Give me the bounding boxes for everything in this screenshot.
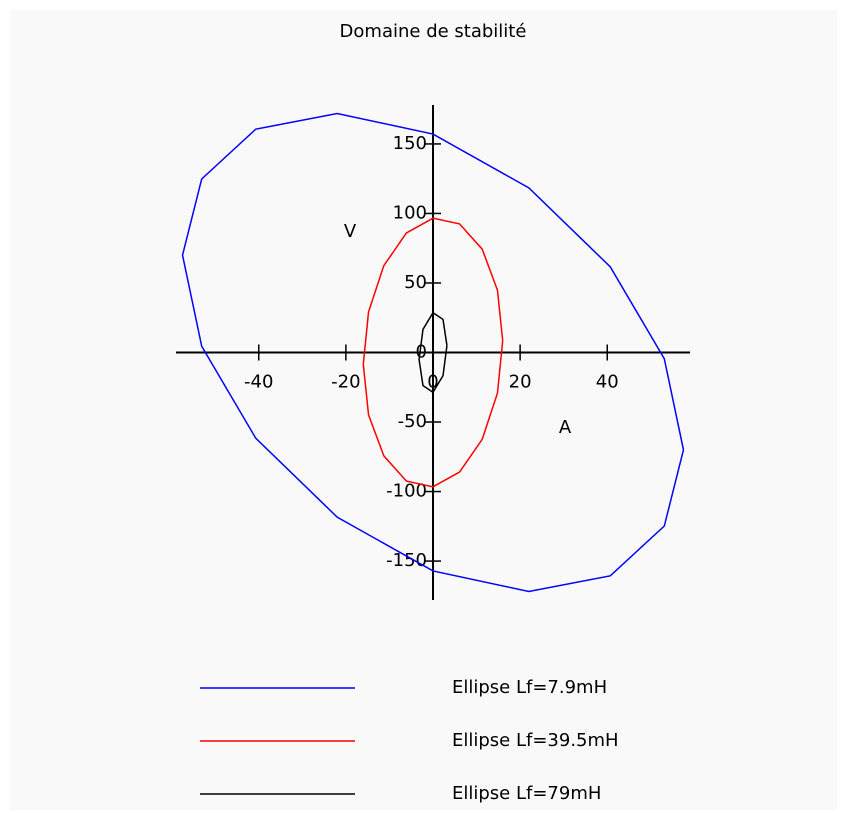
- x-tick-label: -40: [244, 372, 273, 393]
- y-tick-label: 0: [416, 342, 427, 363]
- ellipse-line: [362, 217, 504, 488]
- plot-background: [10, 10, 837, 810]
- y-tick-label: -150: [386, 550, 427, 571]
- legend-label: Ellipse Lf=7.9mH: [452, 677, 607, 698]
- x-tick-label: 0: [427, 372, 438, 393]
- legend-label: Ellipse Lf=79mH: [452, 783, 601, 804]
- y-tick-label: 50: [404, 272, 427, 293]
- chart-title: Domaine de stabilité: [340, 21, 527, 42]
- y-tick-label: -50: [398, 411, 427, 432]
- x-axis-label: A: [559, 417, 572, 438]
- legend-label: Ellipse Lf=39.5mH: [452, 730, 619, 751]
- x-tick-label: 20: [509, 372, 532, 393]
- y-tick-label: -100: [386, 481, 427, 502]
- y-tick-label: 100: [393, 202, 427, 223]
- x-tick-label: 40: [596, 372, 619, 393]
- y-axis-label: V: [344, 221, 357, 242]
- ellipse-line: [181, 112, 685, 593]
- y-tick-label: 150: [393, 133, 427, 154]
- ellipse-line: [418, 311, 448, 394]
- x-tick-label: -20: [331, 372, 360, 393]
